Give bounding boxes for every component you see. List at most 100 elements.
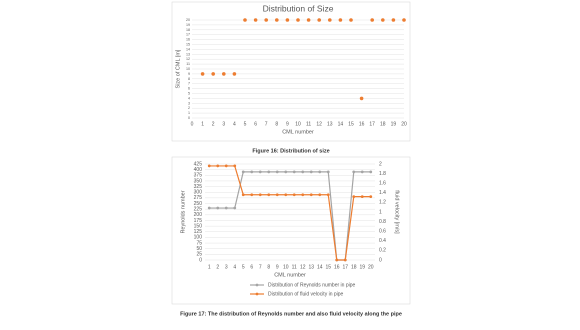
x-tick-label: 14 — [338, 121, 344, 127]
y-tick-label: 100 — [194, 235, 203, 241]
y-tick-label: 2 — [188, 106, 190, 110]
point — [369, 170, 373, 174]
y-tick-label: 6 — [188, 87, 190, 91]
y-tick-label: 10 — [186, 67, 190, 71]
chart-frame — [171, 1, 411, 142]
y-tick-label: 0 — [188, 116, 190, 120]
x-tick-label: 10 — [295, 121, 301, 127]
x-axis-title: CML number — [274, 272, 306, 278]
legend-label: Distribution of fluid velocity in pipe — [268, 291, 344, 297]
point — [200, 72, 205, 76]
x-tick-label: 8 — [275, 121, 278, 127]
point — [267, 170, 271, 174]
y-tick-label: 11 — [186, 62, 190, 66]
point — [335, 258, 339, 262]
point — [360, 170, 364, 174]
point — [326, 193, 330, 197]
y-tick-label: 19 — [186, 23, 190, 27]
y-tick-label: 150 — [194, 223, 203, 229]
y-tick-label: 15 — [186, 42, 190, 46]
y-tick-label: 250 — [194, 201, 203, 207]
point — [360, 195, 364, 199]
point — [250, 193, 254, 197]
y-tick-label: 14 — [186, 47, 190, 51]
point — [309, 193, 313, 197]
y-tick-label: 50 — [196, 246, 202, 252]
y-tick-label: 13 — [186, 52, 190, 56]
point — [309, 170, 313, 174]
y2-tick-label: 0.8 — [379, 219, 386, 225]
x-tick-label: 4 — [233, 264, 236, 270]
point — [267, 193, 271, 197]
x-tick-label: 14 — [317, 264, 323, 270]
x-tick-label: 7 — [265, 121, 268, 127]
point — [258, 193, 262, 197]
point — [233, 206, 237, 210]
x-tick-label: 3 — [222, 121, 225, 127]
point — [326, 170, 330, 174]
y2-tick-label: 0.4 — [379, 238, 386, 244]
point — [233, 164, 237, 168]
x-tick-label: 1 — [208, 264, 211, 270]
series-line — [209, 165, 371, 261]
y-axis-title: Reynolds number — [180, 190, 186, 233]
x-tick-label: 15 — [325, 264, 331, 270]
x-tick-label: 17 — [342, 264, 348, 270]
x-tick-label: 9 — [286, 121, 289, 127]
y-tick-label: 275 — [194, 195, 203, 201]
x-tick-label: 6 — [254, 121, 257, 127]
y-tick-label: 375 — [194, 173, 203, 179]
chart-title: Distribution of Size — [263, 3, 334, 13]
x-tick-label: 19 — [359, 264, 365, 270]
x-tick-label: 6 — [250, 264, 253, 270]
x-tick-label: 17 — [369, 121, 375, 127]
x-axis-title: CML number — [282, 129, 314, 135]
x-tick-label: 4 — [233, 121, 236, 127]
x-tick-label: 10 — [283, 264, 289, 270]
point — [292, 170, 296, 174]
y-tick-label: 350 — [194, 178, 203, 184]
legend-label: Distribution of Reynolds number in pipe — [268, 282, 355, 288]
y2-tick-label: 1.8 — [379, 171, 386, 177]
point — [232, 72, 237, 76]
point — [258, 170, 262, 174]
y-tick-label: 125 — [194, 229, 203, 235]
point — [301, 193, 305, 197]
point — [343, 258, 347, 262]
x-tick-label: 5 — [242, 264, 245, 270]
y2-tick-label: 1.6 — [379, 181, 386, 187]
point — [211, 72, 215, 76]
y-tick-label: 4 — [188, 96, 190, 100]
x-tick-label: 9 — [276, 264, 279, 270]
point — [370, 18, 375, 22]
y-tick-label: 1 — [188, 111, 190, 115]
y2-tick-label: 1.4 — [379, 190, 386, 196]
y2-tick-label: 0.2 — [379, 248, 386, 254]
y-tick-label: 225 — [194, 207, 203, 213]
point — [253, 18, 258, 22]
point — [402, 18, 406, 22]
x-tick-label: 2 — [216, 264, 219, 270]
x-tick-label: 5 — [244, 121, 247, 127]
point — [284, 193, 288, 197]
y-tick-label: 12 — [186, 57, 190, 61]
x-tick-label: 15 — [348, 121, 354, 127]
y-tick-label: 16 — [186, 38, 190, 42]
point — [241, 193, 245, 197]
x-tick-label: 13 — [327, 121, 333, 127]
point — [264, 18, 269, 22]
point — [275, 193, 279, 197]
x-tick-label: 18 — [351, 264, 357, 270]
y-tick-label: 425 — [194, 161, 203, 167]
point — [224, 206, 228, 210]
point — [224, 164, 228, 168]
x-tick-label: 11 — [306, 121, 311, 127]
point — [359, 96, 364, 101]
y2-tick-label: 0 — [379, 257, 382, 263]
x-tick-label: 18 — [380, 121, 386, 127]
x-tick-label: 12 — [316, 121, 322, 127]
x-tick-label: 8 — [267, 264, 270, 270]
y2-tick-label: 2 — [379, 161, 382, 167]
y-tick-label: 25 — [196, 252, 202, 258]
